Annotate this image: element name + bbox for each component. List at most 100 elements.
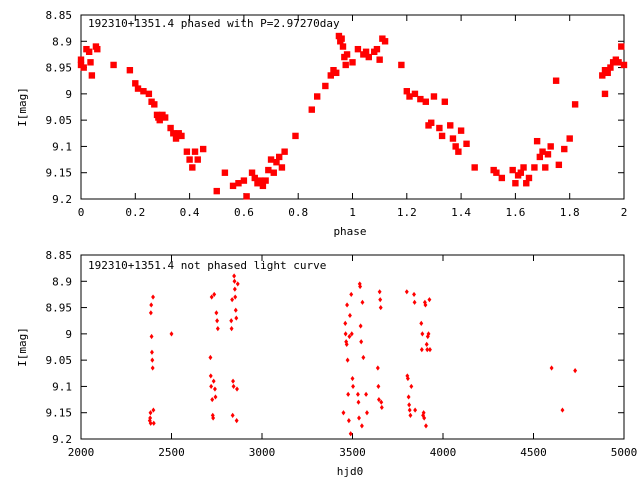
unphased-y-axis-label: I[mag] [16,327,29,367]
unphased-data-point [425,347,430,353]
phased-data-point [308,106,315,113]
phased-data-point [571,101,579,108]
unphased-x-tick-label: 2500 [158,446,185,459]
unphased-data-point [404,289,409,295]
unphased-data-point [560,407,565,413]
phased-data-point [343,51,351,58]
unphased-y-tick-label: 9.2 [52,433,72,446]
unphased-data-point [419,320,424,326]
phased-data-point [161,114,169,121]
unphased-data-point [378,304,383,311]
phased-data-point [183,148,191,155]
phased-data-point [471,164,478,171]
unphased-data-point [346,418,351,424]
phased-data-point [292,132,299,140]
phased-data-point [281,148,288,155]
phased-x-tick-label: 2 [621,206,628,219]
unphased-data-point [412,291,416,298]
unphased-data-point [234,418,239,424]
phased-data-point [493,169,500,176]
unphased-data-point [343,320,348,326]
phased-data-point [327,72,334,79]
phased-data-point [156,116,163,124]
phased-data-point [520,164,527,171]
unphased-x-tick-label: 2000 [68,446,95,459]
phased-data-point [267,156,275,163]
unphased-data-point [208,354,213,361]
phased-data-point [167,124,174,132]
unphased-data-point [421,412,426,418]
phased-data-point [620,61,628,69]
unphased-data-point [151,407,156,413]
unphased-data-point [407,407,412,413]
unphased-y-tick-label: 9.15 [46,407,73,420]
unphased-data-point [149,302,154,308]
unphased-data-point [231,383,236,390]
unphased-y-tick-label: 8.85 [46,249,73,262]
phased-y-tick-label: 9.05 [46,114,73,127]
phased-chart-title: 192310+1351.4 phased with P=2.97270day [88,17,340,30]
unphased-data-point [232,278,237,284]
unphased-data-point [341,410,346,416]
phased-data-point [544,151,552,158]
unphased-data-point [423,302,428,308]
phased-data-point [126,67,134,74]
unphased-data-point [233,294,238,300]
phased-data-point [525,174,533,182]
phased-data-point [533,137,541,145]
phased-data-point [243,193,250,200]
phased-data-point [172,135,180,142]
phased-data-point [536,153,544,161]
unphased-data-point [426,331,431,337]
unphased-data-point [211,415,216,421]
phased-data-point [403,88,410,95]
phased-y-tick-label: 8.95 [46,62,73,75]
unphased-x-axis-label: hjd0 [337,465,364,478]
phased-data-point [539,148,546,155]
unphased-data-point [210,412,215,418]
unphased-y-tick-label: 9.1 [52,380,72,393]
unphased-data-point [351,383,355,390]
phased-data-point [213,187,220,195]
unphased-data-point [234,315,239,321]
phased-data-point [607,64,614,71]
unphased-data-point [214,310,219,316]
phased-x-tick-label: 1.2 [397,206,417,219]
unphased-data-point [409,383,414,390]
unphased-data-point [230,297,235,303]
phased-data-point [452,143,459,150]
unphased-data-point [378,297,383,303]
phased-data-point [512,180,519,187]
unphased-data-point [375,365,380,371]
unphased-y-tick-label: 9 [65,328,72,341]
phased-data-point [333,69,340,77]
phased-data-point [618,43,625,50]
phased-y-tick-label: 9 [65,88,72,101]
phased-data-point [498,174,506,182]
phased-x-tick-label: 1.8 [560,206,580,219]
phased-data-point [151,101,158,108]
unphased-data-point [365,410,369,416]
unphased-data-point [357,281,362,287]
phased-y-tick-label: 9.1 [52,140,72,153]
phased-data-point [87,59,94,66]
unphased-data-point [231,378,235,384]
phased-data-point [381,38,389,45]
unphased-data-point [148,310,153,316]
phased-data-point [178,132,185,140]
phased-data-point [523,180,530,187]
unphased-data-point [212,386,217,392]
unphased-data-point [233,307,238,313]
unphased-data-point [406,394,411,400]
unphased-data-point [424,423,428,429]
phased-data-point [140,88,147,95]
phased-data-point [441,98,449,105]
unphased-data-point [208,373,213,379]
unphased-data-point [151,420,156,426]
unphased-data-point [428,347,432,353]
phased-data-point [517,169,525,176]
phased-data-point [251,174,258,182]
phased-data-point [80,64,87,71]
unphased-data-point [408,412,413,418]
unphased-data-point [150,349,154,355]
